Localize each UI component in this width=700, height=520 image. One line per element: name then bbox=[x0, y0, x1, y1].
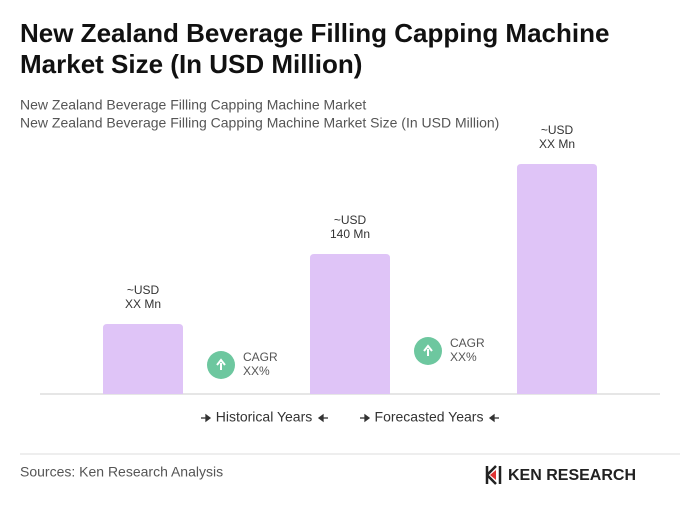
value-label: 140 Mn bbox=[330, 227, 370, 241]
logo: KEN RESEARCH bbox=[485, 465, 636, 485]
value-label: XX Mn bbox=[125, 297, 161, 311]
cagr-label: XX% bbox=[450, 350, 477, 364]
period-arrows bbox=[201, 413, 499, 423]
value-label: ~USD bbox=[127, 283, 160, 297]
value-label: ~USD bbox=[541, 123, 574, 137]
chart-title: New Zealand Beverage Filling Capping Mac… bbox=[20, 18, 609, 48]
subtitle: New Zealand Beverage Filling Capping Mac… bbox=[20, 97, 366, 113]
logo-text: KEN RESEARCH bbox=[508, 467, 636, 484]
bar bbox=[103, 324, 183, 394]
subtitle: New Zealand Beverage Filling Capping Mac… bbox=[20, 115, 499, 131]
period-label: Historical Years bbox=[216, 409, 313, 425]
value-label: ~USD bbox=[334, 213, 367, 227]
cagr-label: CAGR bbox=[450, 336, 485, 350]
value-label: XX Mn bbox=[539, 137, 575, 151]
bar bbox=[517, 164, 597, 394]
source: Sources: Ken Research Analysis bbox=[20, 464, 223, 480]
chart-title: Market Size (In USD Million) bbox=[20, 49, 362, 79]
cagr-arrow bbox=[216, 358, 226, 370]
bar bbox=[310, 254, 390, 394]
cagr-label: XX% bbox=[243, 364, 270, 378]
cagr-label: CAGR bbox=[243, 350, 278, 364]
period-label: Forecasted Years bbox=[375, 409, 484, 425]
cagr-arrow bbox=[423, 344, 433, 356]
